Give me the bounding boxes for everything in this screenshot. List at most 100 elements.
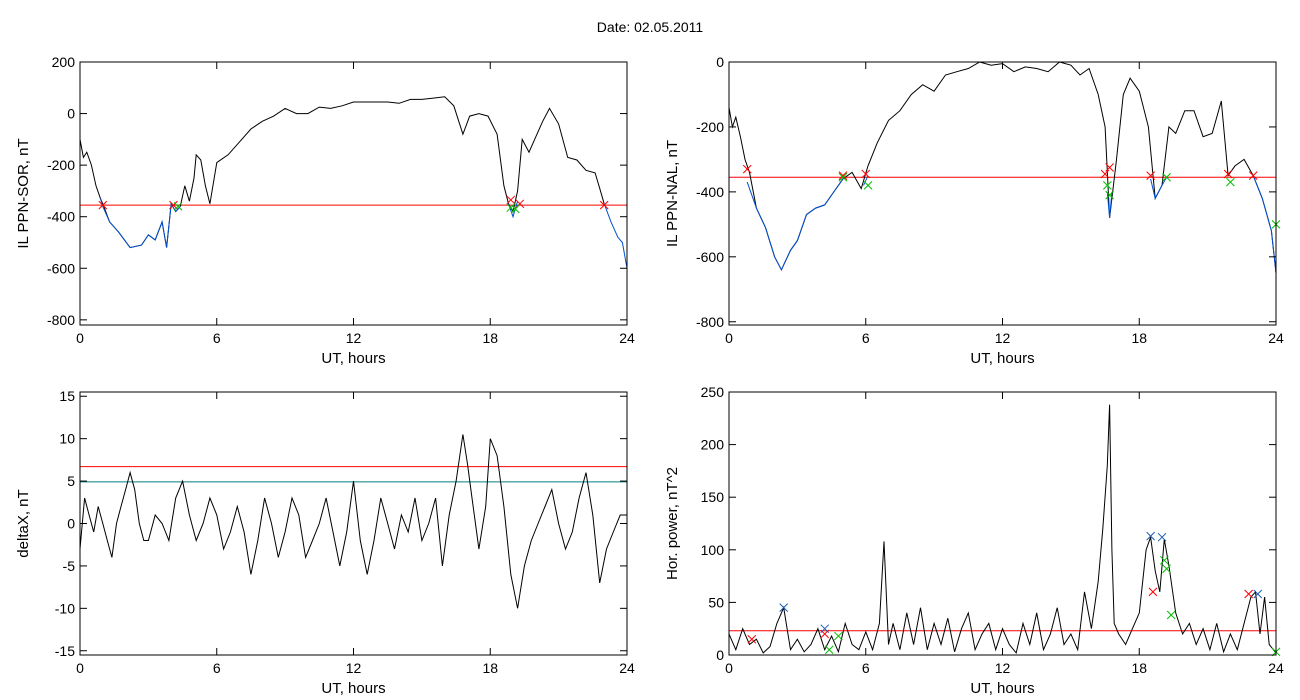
y-axis-label: deltaX, nT: [15, 489, 32, 557]
x-tick-label: 0: [725, 330, 733, 346]
x-tick-label: 6: [862, 330, 870, 346]
series-line-1: [80, 96, 605, 249]
series-line-3: [863, 175, 869, 186]
y-tick-label: -800: [47, 312, 75, 328]
y-tick-label: -600: [47, 260, 75, 276]
y-tick-label: 0: [716, 54, 724, 70]
y-axis-label: Hor. power, nT^2: [664, 467, 681, 580]
y-tick-label: 250: [701, 384, 725, 400]
marker-2-1: [173, 202, 183, 211]
x-tick-label: 6: [213, 330, 221, 346]
y-axis-label: IL PPN-SOR, nT: [15, 138, 32, 248]
y-tick-label: 10: [59, 431, 75, 447]
x-tick-label: 24: [1268, 330, 1284, 346]
chart-panel-2: 0 6 12 18 24 0 -200 -400 -600 -800 UT, hours IL PPN…: [664, 54, 1284, 367]
marker-2-4: [1105, 190, 1114, 200]
marker-1-2: [838, 171, 848, 180]
y-tick-label: -600: [696, 249, 724, 265]
marker-2-2: [863, 181, 873, 190]
x-axis-label: UT, hours: [321, 680, 385, 697]
x-tick-label: 12: [346, 330, 362, 346]
x-tick-label: 18: [1131, 330, 1147, 346]
marker-1-1: [747, 634, 757, 644]
x-tick-label: 6: [213, 660, 221, 676]
series-line-6: [1252, 175, 1276, 274]
page-title: Date: 02.05.2011: [596, 19, 704, 35]
series-line-5: [1150, 177, 1168, 200]
y-tick-label: 5: [67, 473, 75, 489]
series-line-4: [1106, 191, 1113, 218]
marker-1-7: [1223, 169, 1233, 179]
marker-3-2: [834, 631, 843, 641]
series-line-2: [100, 198, 181, 249]
marker-1-4: [1100, 169, 1110, 179]
marker-1-3: [861, 169, 871, 179]
marker-2-1: [779, 603, 789, 613]
series-line-4: [603, 203, 627, 269]
x-tick-label: 24: [619, 330, 635, 346]
y-tick-label: -15: [55, 643, 75, 659]
chart-panel-1: 0 6 12 18 24 200 0 -200 -400 -600 -800 UT, hours IL …: [15, 54, 635, 367]
y-tick-label: 200: [701, 437, 725, 453]
marker-1-1: [98, 200, 108, 210]
y-tick-label: -800: [696, 314, 724, 330]
y-tick-label: -5: [63, 558, 76, 574]
plot-frame: [79, 61, 628, 326]
marker-1-1: [742, 164, 752, 174]
chart-panel-3: 0 6 12 18 24 15 10 5 0 -5 -10 -15 UT, hours deltaX, n…: [15, 388, 635, 697]
y-tick-label: -200: [696, 119, 724, 135]
marker-2-6: [1226, 177, 1235, 187]
x-tick-label: 18: [482, 330, 498, 346]
plot-frame: [728, 61, 1277, 326]
x-tick-label: 18: [482, 660, 498, 676]
x-tick-label: 0: [76, 660, 84, 676]
x-axis-label: UT, hours: [321, 350, 385, 367]
marker-1-5: [599, 200, 609, 210]
marker-2-3: [1146, 531, 1155, 541]
marker-3-3: [1159, 555, 1169, 565]
plot-frame: [728, 391, 1277, 656]
y-tick-label: -10: [55, 600, 75, 616]
series-line-1: [729, 62, 1276, 274]
y-tick-label: -400: [47, 209, 75, 225]
series-line-1: [729, 404, 1276, 655]
y-tick-label: 0: [67, 106, 75, 122]
marker-1-6: [1146, 171, 1155, 180]
x-tick-label: 12: [995, 660, 1011, 676]
y-axis-label: IL PPN-NAL, nT: [664, 140, 681, 247]
x-tick-label: 18: [1131, 660, 1147, 676]
y-tick-label: 50: [708, 594, 724, 610]
chart-panel-4: 0 6 12 18 24 250 200 150 100 50 0 UT, hours Hor. pow…: [664, 384, 1284, 697]
marker-1-3: [506, 195, 516, 205]
marker-2-5: [1253, 589, 1263, 599]
x-tick-label: 24: [619, 660, 635, 676]
series-line-1: [80, 434, 627, 609]
marker-1-8: [1248, 171, 1258, 180]
x-tick-label: 12: [995, 330, 1011, 346]
x-tick-label: 24: [1268, 660, 1284, 676]
y-tick-label: 0: [67, 516, 75, 532]
marker-2-2: [820, 624, 830, 634]
marker-2-5: [1162, 172, 1171, 182]
x-tick-label: 6: [862, 660, 870, 676]
marker-3-5: [1166, 610, 1176, 620]
y-tick-label: 100: [701, 542, 725, 558]
y-tick-label: 150: [701, 489, 725, 505]
y-tick-label: -200: [47, 157, 75, 173]
marker-1-4: [1244, 589, 1254, 599]
marker-3-4: [1162, 564, 1171, 574]
marker-2-3: [510, 204, 520, 214]
x-tick-label: 0: [76, 330, 84, 346]
x-tick-label: 0: [725, 660, 733, 676]
marker-2-1: [838, 172, 848, 182]
y-tick-label: 0: [716, 647, 724, 663]
marker-1-5: [1105, 163, 1114, 172]
marker-2-4: [1157, 532, 1167, 542]
x-tick-label: 12: [346, 660, 362, 676]
marker-1-3: [1148, 587, 1158, 597]
y-tick-label: 15: [59, 388, 75, 404]
x-axis-label: UT, hours: [970, 350, 1034, 367]
y-tick-label: 200: [52, 54, 76, 70]
series-line-2: [746, 178, 844, 271]
